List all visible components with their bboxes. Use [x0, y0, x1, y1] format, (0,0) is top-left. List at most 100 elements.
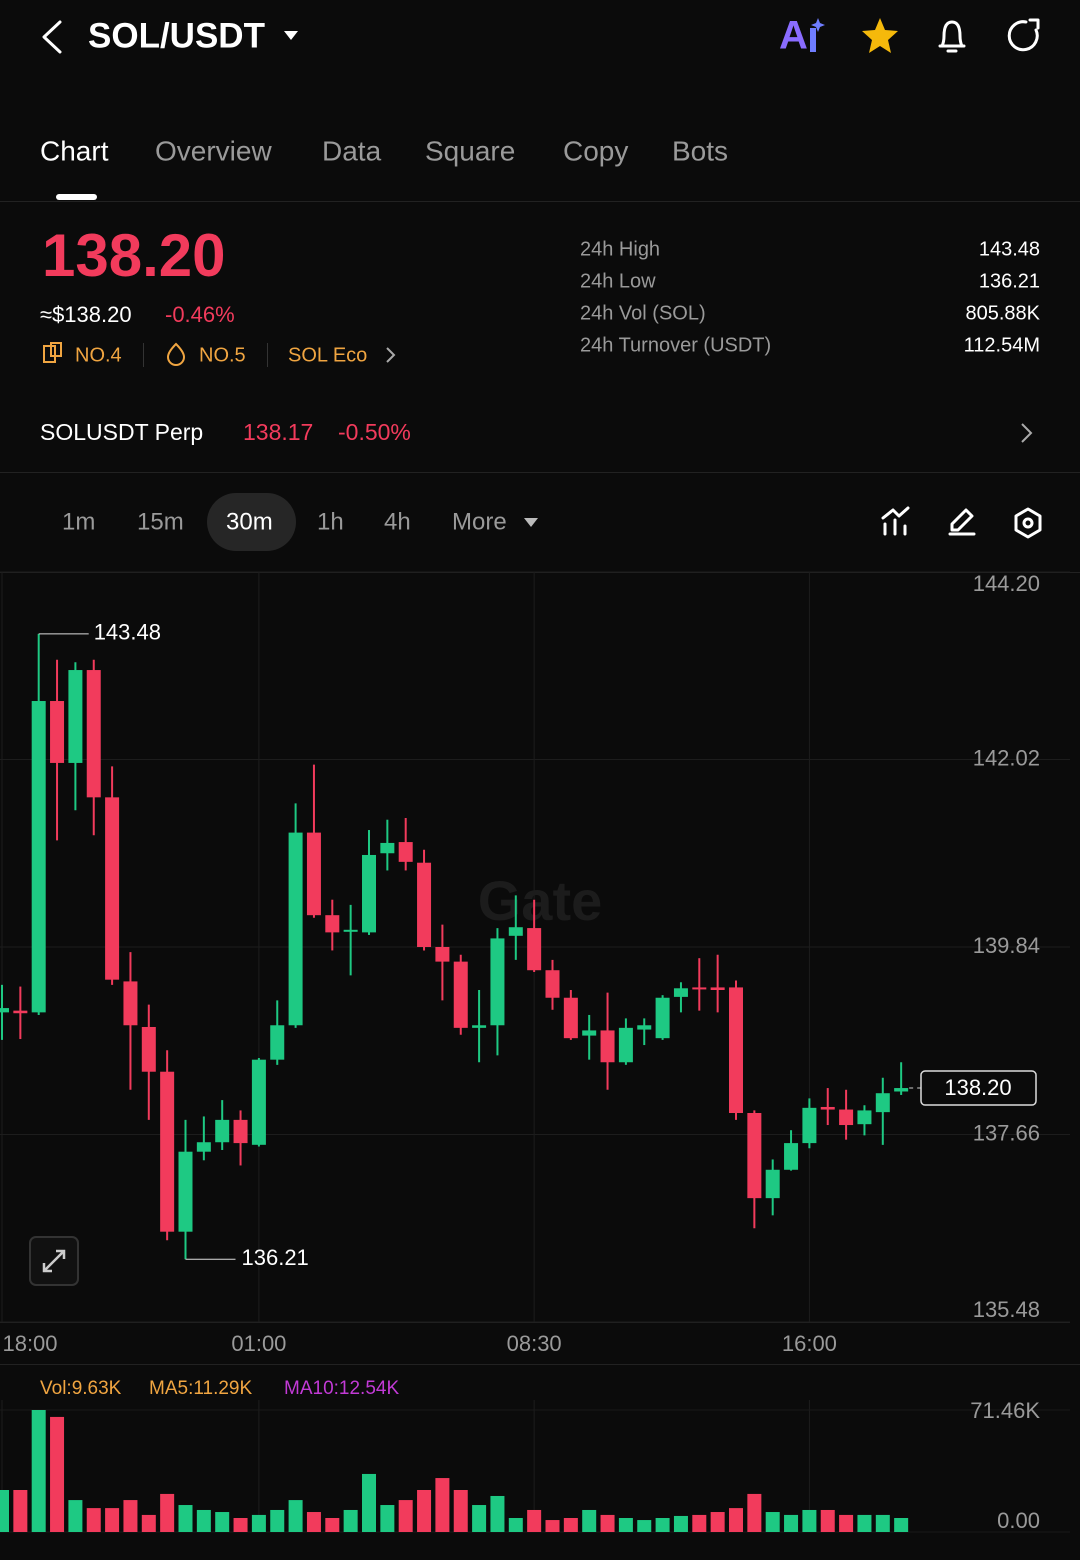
interval[interactable]: 1m [62, 508, 95, 535]
volume-bar [435, 1478, 450, 1532]
volume-bar [306, 1512, 321, 1532]
marks [0, 633, 1037, 1532]
ai-spark [811, 18, 825, 32]
candle-body [50, 701, 65, 763]
volume-bar [123, 1500, 138, 1532]
divider [0, 1364, 1080, 1365]
pair-title[interactable]: SOL/USDT [88, 16, 265, 55]
settings-icon[interactable] [1014, 507, 1042, 539]
settings-icon-dot [1022, 517, 1034, 529]
candle-body [141, 1026, 156, 1072]
divider [0, 472, 1080, 473]
volume-bar [472, 1505, 487, 1532]
volume-bar [453, 1490, 468, 1532]
candle-body [729, 987, 743, 1113]
stat-value: 805.88K [965, 302, 1040, 324]
candle-body [362, 854, 376, 933]
y-tick-label: 139.84 [973, 933, 1040, 958]
volume-bar [747, 1493, 762, 1532]
y-tick-label: 137.66 [973, 1120, 1040, 1145]
volume-bar [362, 1473, 376, 1532]
candle-body [380, 842, 395, 854]
stat-value: 143.48 [979, 238, 1040, 260]
volume-bar [618, 1518, 633, 1532]
candle-body [655, 997, 670, 1039]
tag[interactable]: NO.5 [199, 344, 246, 366]
y-tick-label: 142.02 [973, 745, 1040, 770]
stat-label: 24h High [580, 238, 660, 260]
perp-chevron[interactable] [1021, 423, 1033, 443]
volume-bar [31, 1410, 46, 1532]
tab[interactable]: Data [322, 135, 382, 166]
tag[interactable]: SOL Eco [288, 344, 367, 366]
volume-bar [655, 1518, 670, 1532]
ma5-legend: MA5:11.29K [149, 1378, 252, 1399]
volume-bar [710, 1512, 725, 1532]
volume-bar [527, 1509, 542, 1532]
candle-body [251, 1059, 266, 1145]
rank-icon [50, 342, 62, 357]
perp-name[interactable]: SOLUSDT Perp [40, 419, 203, 445]
more-dropdown[interactable] [524, 518, 538, 527]
interval[interactable]: 4h [384, 508, 411, 535]
alert-icon[interactable] [938, 20, 966, 53]
tab[interactable]: Copy [563, 135, 628, 166]
share-icon[interactable] [1007, 18, 1040, 52]
candle-body [13, 1010, 28, 1014]
volume-bar [343, 1509, 358, 1532]
usd-price: ≈$138.20 [40, 302, 132, 327]
candle-body [692, 987, 707, 990]
draw-icon[interactable] [948, 508, 976, 536]
candle-body [178, 1151, 193, 1232]
divider [0, 201, 1080, 202]
candle-body [710, 987, 725, 991]
volume-bar [105, 1508, 120, 1532]
volume-bar [857, 1514, 872, 1532]
watermark: Gate [478, 869, 603, 932]
stat-label: 24h Turnover (USDT) [580, 334, 771, 356]
volume-bar [692, 1514, 707, 1532]
volume-bar [178, 1505, 193, 1532]
tab[interactable]: Chart [40, 135, 109, 166]
interval[interactable]: 1h [317, 508, 344, 535]
interval[interactable]: 30m [226, 508, 273, 535]
favorite-icon[interactable] [862, 18, 898, 53]
x-tick-label: 01:00 [231, 1331, 286, 1356]
y-tick-label: 135.48 [973, 1297, 1040, 1322]
candle-body [765, 1169, 780, 1199]
tab[interactable]: Overview [155, 135, 272, 166]
volume-bar [325, 1518, 340, 1532]
volume-bar [233, 1518, 248, 1532]
tag[interactable]: NO.4 [75, 344, 122, 366]
candle-body [582, 1030, 597, 1036]
candle-body [545, 970, 560, 998]
tab[interactable]: Square [425, 135, 515, 166]
pair-dropdown[interactable] [284, 31, 298, 40]
ai-icon[interactable]: A [779, 14, 808, 58]
volume-bar [417, 1490, 432, 1532]
low-label: 136.21 [242, 1245, 309, 1270]
interval[interactable]: 15m [137, 508, 184, 535]
candle-body [86, 670, 101, 798]
candle-body [820, 1106, 835, 1110]
volume-bar [215, 1512, 230, 1532]
back-button[interactable] [42, 20, 62, 54]
perp-price: 138.17 [243, 419, 313, 445]
candle-body [0, 1008, 9, 1013]
x-tick-label: 16:00 [782, 1331, 837, 1356]
candle-body [527, 928, 542, 971]
candle-body [233, 1119, 248, 1144]
stat-value: 136.21 [979, 270, 1040, 292]
volume-bar [839, 1514, 854, 1532]
volume-bar [13, 1490, 28, 1532]
volume-bar [802, 1509, 817, 1532]
tab-underline [56, 194, 97, 200]
candle-body [747, 1112, 762, 1199]
indicator-icon[interactable] [881, 506, 910, 536]
candle-body [417, 862, 432, 947]
separator [143, 343, 144, 367]
tab[interactable]: Bots [672, 135, 728, 166]
interval[interactable]: More [452, 508, 507, 535]
